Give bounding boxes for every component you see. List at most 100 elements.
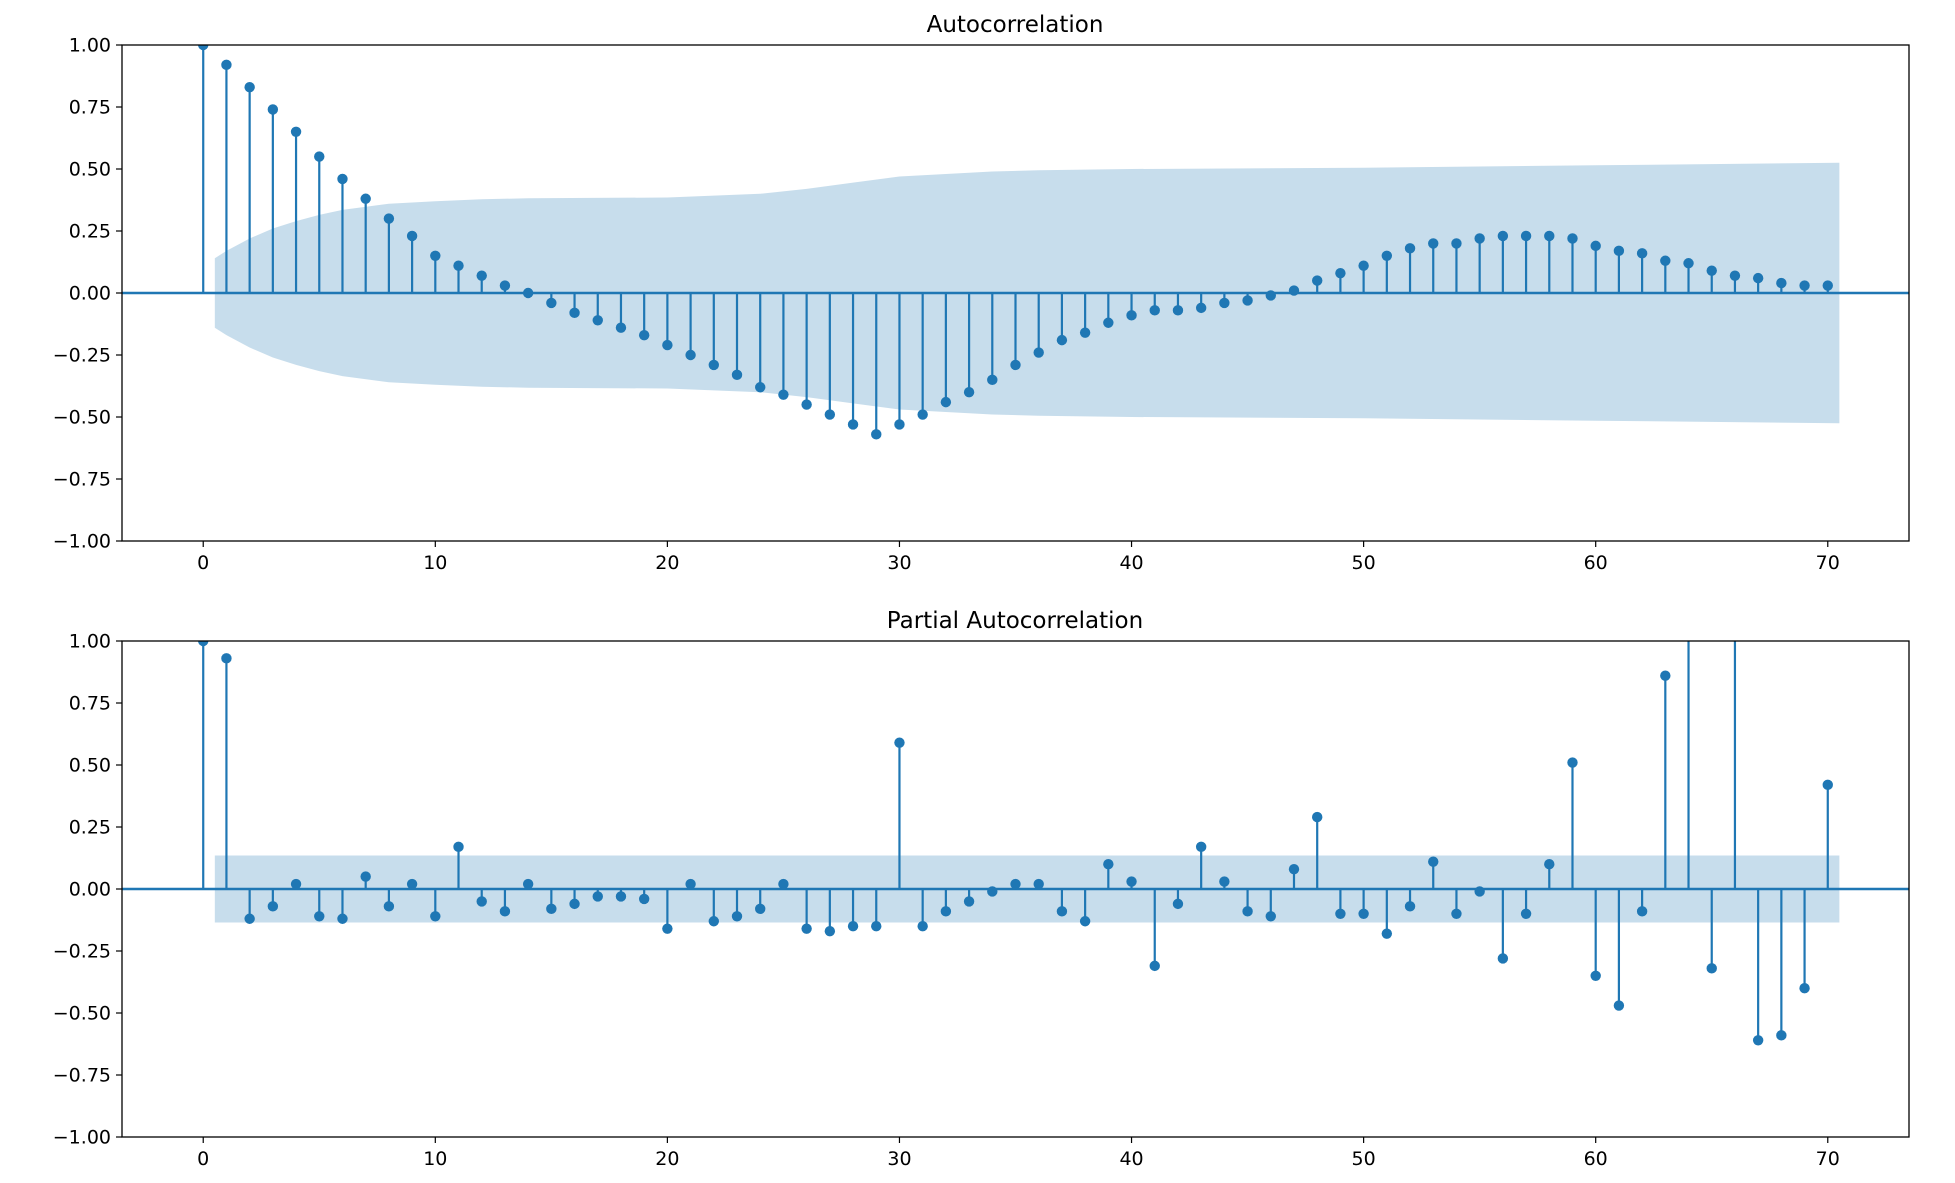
stem-marker [314, 911, 325, 922]
stem-marker [1010, 878, 1021, 890]
stem-marker [731, 911, 743, 922]
y-tick-label: 1.00 [69, 631, 111, 653]
chart-title: Partial Autocorrelation [887, 608, 1143, 634]
stem-marker [1752, 1035, 1764, 1046]
stem-marker [1613, 245, 1625, 257]
stem-marker [1520, 230, 1532, 242]
stem-marker [638, 893, 650, 905]
stem-marker [221, 653, 232, 664]
stem-marker [685, 878, 696, 890]
stem-marker [847, 921, 859, 932]
stem-marker [1219, 876, 1230, 887]
stem-marker [314, 151, 325, 162]
stem-marker [1567, 233, 1578, 244]
stem-marker [987, 886, 998, 897]
stem-marker [453, 260, 464, 271]
stem-marker [615, 322, 627, 333]
stem-marker [1358, 908, 1369, 919]
stem-marker [546, 297, 557, 309]
y-tick-label: 0.75 [69, 693, 111, 715]
x-tick-label: 10 [423, 1148, 447, 1170]
y-tick-label: 0.50 [69, 159, 111, 181]
stem-marker [778, 878, 789, 890]
stem-marker [360, 193, 371, 204]
x-tick-label: 10 [423, 552, 447, 574]
stem-marker [662, 339, 673, 351]
y-tick-label: 0.25 [69, 221, 111, 243]
stem-marker [244, 913, 255, 924]
stem-marker [546, 903, 557, 915]
x-tick-label: 50 [1352, 1148, 1376, 1170]
stem-marker [1056, 906, 1068, 917]
stem-marker [430, 911, 441, 922]
stem-marker [1219, 297, 1230, 309]
x-tick-label: 30 [887, 1148, 911, 1170]
x-tick-label: 40 [1119, 1148, 1143, 1170]
stem-marker [708, 359, 719, 371]
stem-marker [1590, 240, 1601, 252]
stem-marker [871, 921, 882, 932]
stem-marker [1706, 265, 1717, 276]
stem-marker [1056, 334, 1068, 346]
stem-marker [1404, 243, 1416, 254]
stem-marker [708, 916, 719, 927]
y-tick-label: 0.75 [69, 97, 111, 119]
y-tick-label: −1.00 [53, 1127, 111, 1149]
y-tick-label: −0.75 [53, 469, 111, 491]
stem-marker [267, 104, 279, 115]
stem-marker [1428, 856, 1439, 867]
stem-marker [499, 906, 511, 917]
chart-title: Autocorrelation [927, 12, 1104, 38]
stem-marker [476, 896, 487, 907]
stem-marker [1497, 230, 1509, 242]
x-tick-label: 20 [655, 1148, 679, 1170]
stem-marker [1636, 248, 1648, 259]
stem-marker [1730, 549, 1740, 559]
stem-marker [1265, 290, 1276, 301]
stem-marker [1242, 295, 1253, 306]
stem-marker [894, 737, 905, 748]
autocorrelation-chart: Autocorrelation 1.00 0.75 0.50 0.25 0.00 −0.2… [53, 12, 1910, 574]
stem-marker [1126, 310, 1137, 321]
stem-marker [1288, 863, 1300, 875]
stem-marker [778, 389, 789, 400]
stem-marker [1288, 285, 1300, 296]
x-tick-label: 60 [1584, 552, 1608, 574]
stem-marker [1381, 928, 1393, 939]
stem-marker [917, 409, 928, 420]
stem-marker [1010, 359, 1021, 371]
stem-marker [221, 59, 232, 71]
stem-marker [1312, 275, 1323, 286]
stem-marker [569, 898, 580, 910]
stem-marker [1335, 267, 1346, 279]
x-tick-label: 20 [655, 552, 679, 574]
stem-marker [1497, 953, 1509, 964]
stem-marker [755, 382, 766, 393]
stem-marker [987, 374, 998, 385]
stem-marker [940, 396, 952, 408]
stem-marker [1799, 280, 1810, 291]
stem-marker [963, 387, 975, 398]
stem-marker [592, 315, 603, 326]
stem-marker [1033, 878, 1044, 890]
stem-marker [1636, 906, 1648, 917]
stem-marker [1660, 670, 1671, 681]
stem-marker [731, 369, 743, 381]
stem-marker [1520, 908, 1532, 919]
stem-marker [1195, 841, 1207, 853]
stem-marker [290, 126, 302, 137]
stem-marker [1312, 811, 1323, 823]
stem-marker [1474, 233, 1485, 244]
x-tick-label: 70 [1816, 1148, 1840, 1170]
stem-marker [940, 906, 952, 917]
stem-marker [685, 349, 696, 361]
y-tick-label: 0.25 [69, 817, 111, 839]
stem-marker [824, 409, 836, 420]
stem-marker [499, 280, 511, 291]
stem-marker [1126, 876, 1137, 887]
stem-marker [522, 878, 534, 890]
stem-marker [290, 878, 302, 890]
y-tick-label: 1.00 [69, 35, 111, 57]
stem-marker [1103, 859, 1114, 870]
stem-marker [615, 891, 627, 902]
